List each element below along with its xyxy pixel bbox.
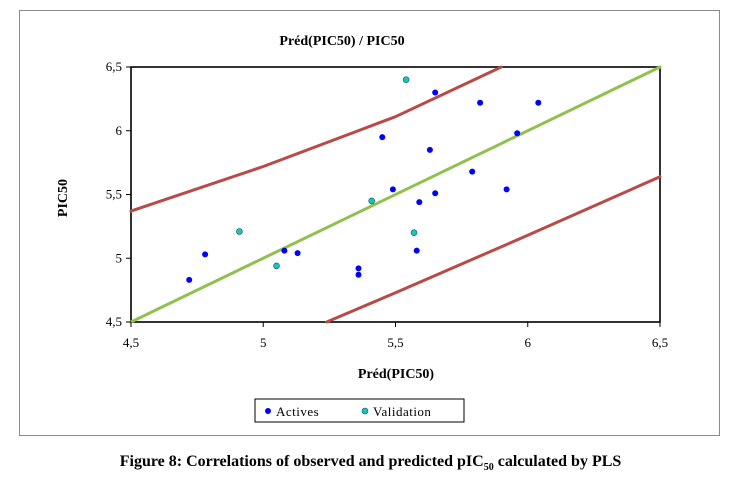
y-tick-label: 6 bbox=[116, 123, 123, 138]
actives-point bbox=[294, 250, 301, 257]
figure-caption: Figure 8: Correlations of observed and p… bbox=[0, 453, 741, 473]
actives-point bbox=[186, 276, 193, 283]
actives-point bbox=[355, 265, 362, 272]
actives-point bbox=[281, 247, 288, 254]
actives-point bbox=[432, 89, 439, 96]
actives-point bbox=[514, 130, 521, 137]
legend-marker-validation bbox=[361, 407, 369, 415]
actives-point bbox=[535, 99, 542, 106]
actives-point bbox=[469, 168, 476, 175]
y-tick-label: 5,5 bbox=[106, 187, 122, 202]
y-tick-label: 6,5 bbox=[106, 59, 122, 74]
chart-frame: Préd(PIC50) / PIC50 4,5 5 5,5 6 6,5 4,5 5 5,5 6… bbox=[19, 10, 720, 436]
validation-point bbox=[273, 262, 280, 270]
actives-point bbox=[389, 186, 396, 193]
caption-subscript: 50 bbox=[483, 462, 494, 474]
reference-lines bbox=[129, 65, 662, 324]
validation-point bbox=[368, 197, 376, 205]
y-tick-label: 4,5 bbox=[106, 314, 122, 329]
lower-band-line bbox=[325, 175, 662, 324]
x-tick-label: 5,5 bbox=[387, 335, 403, 350]
legend-marker-actives bbox=[265, 408, 271, 414]
actives-point bbox=[432, 190, 439, 197]
actives-point bbox=[426, 146, 433, 153]
actives-point bbox=[416, 199, 423, 206]
actives-point bbox=[477, 99, 484, 106]
x-tick-label: 4,5 bbox=[123, 335, 139, 350]
scatter-chart: Préd(PIC50) / PIC50 4,5 5 5,5 6 6,5 4,5 5 5,5 6… bbox=[56, 34, 668, 423]
x-tick-label: 6,5 bbox=[652, 335, 668, 350]
validation-point bbox=[236, 228, 243, 235]
actives-point bbox=[413, 247, 420, 254]
validation-point bbox=[402, 76, 410, 83]
validation-point bbox=[410, 229, 418, 236]
caption-suffix: calculated by PLS bbox=[493, 453, 622, 470]
legend-box bbox=[254, 398, 465, 423]
actives-point bbox=[503, 186, 510, 193]
actives-point bbox=[355, 271, 362, 278]
y-axis-ticks: 4,5 5 5,5 6 6,5 bbox=[106, 59, 131, 329]
actives-point bbox=[379, 134, 386, 141]
actives-point bbox=[202, 251, 209, 258]
y-tick-label: 5 bbox=[116, 250, 123, 265]
fit-line bbox=[129, 65, 662, 324]
legend-label-actives: Actives bbox=[276, 404, 319, 419]
x-tick-label: 5 bbox=[260, 335, 267, 350]
legend-label-validation: Validation bbox=[373, 404, 431, 419]
chart-title: Préd(PIC50) / PIC50 bbox=[279, 34, 404, 49]
x-axis-ticks: 4,5 5 5,5 6 6,5 bbox=[123, 322, 668, 350]
upper-band-line bbox=[129, 65, 503, 213]
data-points bbox=[186, 76, 542, 283]
legend: Actives Validation bbox=[254, 398, 465, 423]
x-axis-label: Préd(PIC50) bbox=[358, 367, 435, 382]
y-axis-label: PIC50 bbox=[56, 179, 71, 217]
x-tick-label: 6 bbox=[525, 335, 532, 350]
caption-prefix: Figure 8: Correlations of observed and p… bbox=[119, 453, 484, 470]
